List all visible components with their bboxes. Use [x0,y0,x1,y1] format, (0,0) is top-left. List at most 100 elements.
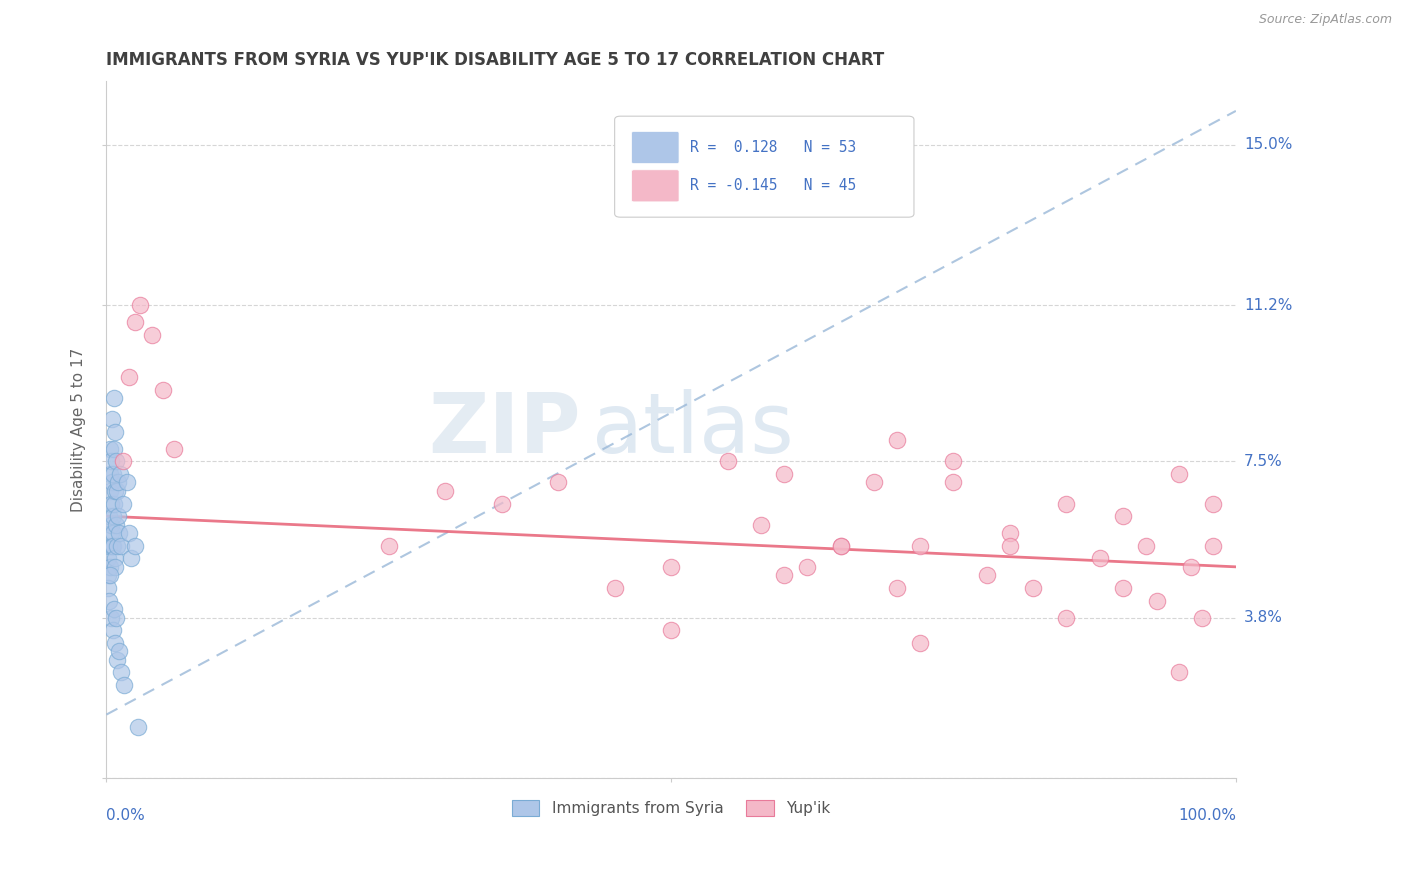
Point [97,568,120,582]
Text: atlas: atlas [592,389,794,470]
Point [886,433,908,447]
Point [1021,581,1043,595]
Text: Source: ZipAtlas.com: Source: ZipAtlas.com [1258,13,1392,27]
Text: 7.5%: 7.5% [1244,454,1282,469]
Point [105,653,128,667]
Point [659,623,682,637]
Point [104,454,127,468]
Point [942,475,965,490]
Point [98,559,121,574]
Point [101,539,124,553]
Point [942,454,965,468]
Point [886,581,908,595]
Point [104,483,127,498]
Point [105,517,128,532]
Point [603,581,626,595]
Point [108,467,131,481]
Point [104,610,127,624]
Point [118,369,141,384]
Point [97,581,120,595]
Point [1112,509,1135,524]
Point [1202,496,1225,510]
Point [773,467,796,481]
Point [1135,539,1157,553]
Point [118,526,141,541]
Point [97,551,120,566]
Point [716,454,738,468]
Point [377,539,399,553]
Point [110,539,132,553]
Point [1202,539,1225,553]
Point [1168,467,1191,481]
Point [103,539,125,553]
Text: 0.0%: 0.0% [107,808,145,823]
Point [107,526,129,541]
Point [1090,551,1112,566]
Point [104,559,127,574]
Point [98,467,121,481]
Point [976,568,998,582]
Point [1168,665,1191,680]
Point [105,539,128,553]
Point [1054,496,1077,510]
Point [908,539,931,553]
Point [908,636,931,650]
Text: IMMIGRANTS FROM SYRIA VS YUP'IK DISABILITY AGE 5 TO 17 CORRELATION CHART: IMMIGRANTS FROM SYRIA VS YUP'IK DISABILI… [107,51,884,69]
Text: 3.8%: 3.8% [1244,610,1284,625]
Point [98,568,121,582]
Point [107,475,129,490]
Point [1180,559,1202,574]
Text: ZIP: ZIP [429,389,581,470]
Point [101,467,124,481]
Text: R =  0.128   N = 53: R = 0.128 N = 53 [690,140,856,155]
Point [101,623,124,637]
Point [103,496,125,510]
Point [103,602,125,616]
Point [100,517,122,532]
Text: 100.0%: 100.0% [1178,808,1236,823]
Point [97,593,120,607]
Point [998,526,1021,541]
Point [98,539,121,553]
Point [998,539,1021,553]
Text: R = -0.145   N = 45: R = -0.145 N = 45 [690,178,856,194]
Point [114,678,136,692]
Point [773,568,796,582]
Point [112,496,135,510]
Point [104,425,127,439]
Point [100,454,122,468]
Text: 11.2%: 11.2% [1244,298,1292,312]
Point [141,327,163,342]
Point [100,526,122,541]
Point [101,475,124,490]
Point [101,526,124,541]
Point [152,383,174,397]
FancyBboxPatch shape [631,131,679,163]
Point [1112,581,1135,595]
Point [100,610,122,624]
Point [98,442,121,456]
Point [129,298,152,312]
FancyBboxPatch shape [614,116,914,217]
Point [107,644,129,658]
Point [107,509,129,524]
Point [659,559,682,574]
Point [101,509,124,524]
Y-axis label: Disability Age 5 to 17: Disability Age 5 to 17 [72,348,86,512]
Point [112,454,135,468]
Point [491,496,513,510]
Text: 15.0%: 15.0% [1244,137,1292,153]
Point [101,412,124,426]
Point [1146,593,1168,607]
Legend: Immigrants from Syria, Yup'ik: Immigrants from Syria, Yup'ik [506,794,837,822]
Point [796,559,818,574]
Point [163,442,186,456]
Point [1054,610,1077,624]
Point [830,539,852,553]
Point [104,636,127,650]
Point [110,665,132,680]
Point [103,551,125,566]
Point [124,539,146,553]
Point [863,475,886,490]
Point [97,509,120,524]
